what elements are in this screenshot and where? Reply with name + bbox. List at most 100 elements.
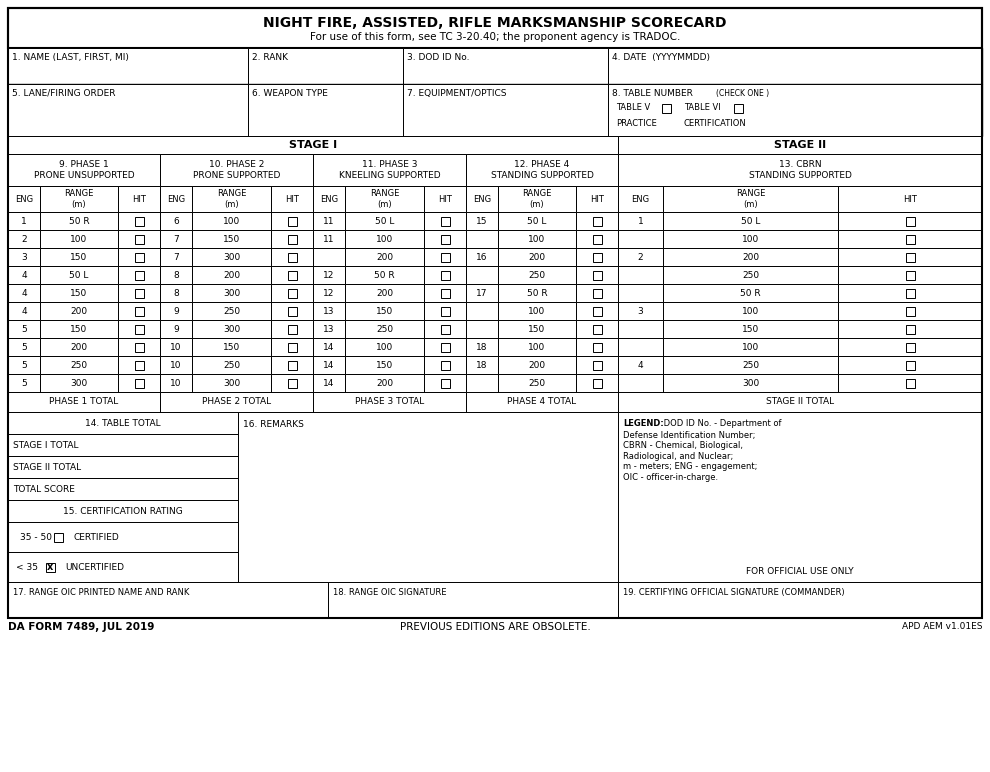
Text: 4: 4 [21,289,27,297]
Bar [192,284,271,302]
Bar [8,356,40,374]
Bar [498,186,576,212]
Bar [8,478,238,500]
Bar [135,324,144,334]
Bar [466,212,498,230]
Bar [160,392,313,412]
Text: 18. RANGE OIC SIGNATURE: 18. RANGE OIC SIGNATURE [333,588,446,597]
Text: < 35: < 35 [16,563,38,571]
Bar [838,266,982,284]
Bar [271,302,313,320]
Text: 200: 200 [742,252,759,262]
Bar [118,230,160,248]
Text: 5: 5 [21,343,27,351]
Bar [466,302,498,320]
Bar [838,284,982,302]
Bar [838,302,982,320]
Bar [345,266,424,284]
Text: 100: 100 [223,216,241,225]
Bar [287,289,296,297]
Text: 300: 300 [223,289,241,297]
Text: PHASE 1 TOTAL: PHASE 1 TOTAL [50,398,119,407]
Bar [906,289,915,297]
Bar [313,302,345,320]
Bar [663,302,838,320]
Text: 12: 12 [324,270,335,279]
Bar [466,392,618,412]
Bar [40,186,118,212]
Bar [118,284,160,302]
Bar [8,48,982,84]
Bar [8,248,40,266]
Text: APD AEM v1.01ES: APD AEM v1.01ES [902,622,982,631]
Text: 10: 10 [170,361,182,370]
Bar [313,212,345,230]
Text: 250: 250 [70,361,87,370]
Text: PHASE 3 TOTAL: PHASE 3 TOTAL [354,398,424,407]
Bar [8,212,40,230]
Bar [271,374,313,392]
Text: 150: 150 [376,306,393,316]
Bar [441,324,449,334]
Text: 13: 13 [324,324,335,334]
Bar [498,230,576,248]
Text: 3: 3 [21,252,27,262]
Bar [592,235,602,243]
Bar [441,361,449,370]
Bar [135,306,144,316]
Bar [618,582,982,618]
Bar [345,302,424,320]
Bar [663,320,838,338]
Bar [592,216,602,225]
Bar [8,392,160,412]
Bar [441,216,449,225]
Bar [424,248,466,266]
Bar [287,252,296,262]
Bar [906,270,915,279]
Text: 300: 300 [223,252,241,262]
Text: 150: 150 [223,343,241,351]
Text: 250: 250 [529,378,545,388]
Bar [576,356,618,374]
Text: 50 L: 50 L [375,216,394,225]
Text: 17: 17 [476,289,488,297]
Bar [618,392,982,412]
Bar [466,154,618,186]
Bar [8,266,40,284]
Text: 12. PHASE 4
STANDING SUPPORTED: 12. PHASE 4 STANDING SUPPORTED [491,161,593,180]
Text: 2: 2 [638,252,644,262]
Bar [8,186,40,212]
Bar [838,248,982,266]
Text: 8: 8 [173,270,179,279]
Bar [424,284,466,302]
Text: 35 - 50: 35 - 50 [20,533,52,541]
Text: 4: 4 [638,361,644,370]
Text: 10. PHASE 2
PRONE SUPPORTED: 10. PHASE 2 PRONE SUPPORTED [193,161,280,180]
Bar [424,212,466,230]
Bar [8,582,328,618]
Bar [118,374,160,392]
Bar [592,270,602,279]
Bar [135,252,144,262]
Bar [8,338,40,356]
Bar [345,356,424,374]
Bar [8,84,248,136]
Text: 50 L: 50 L [741,216,760,225]
Bar [192,248,271,266]
Bar [8,500,238,522]
Bar [906,216,915,225]
Bar [271,266,313,284]
Bar [906,235,915,243]
Bar [313,248,345,266]
Bar [40,374,118,392]
Bar [576,302,618,320]
Bar [40,248,118,266]
Text: FOR OFFICIAL USE ONLY: FOR OFFICIAL USE ONLY [746,567,853,577]
Bar [271,186,313,212]
Bar [618,284,663,302]
Text: 100: 100 [742,343,759,351]
Text: 300: 300 [70,378,88,388]
Bar [313,374,345,392]
Bar [441,270,449,279]
Text: DA FORM 7489, JUL 2019: DA FORM 7489, JUL 2019 [8,622,154,632]
